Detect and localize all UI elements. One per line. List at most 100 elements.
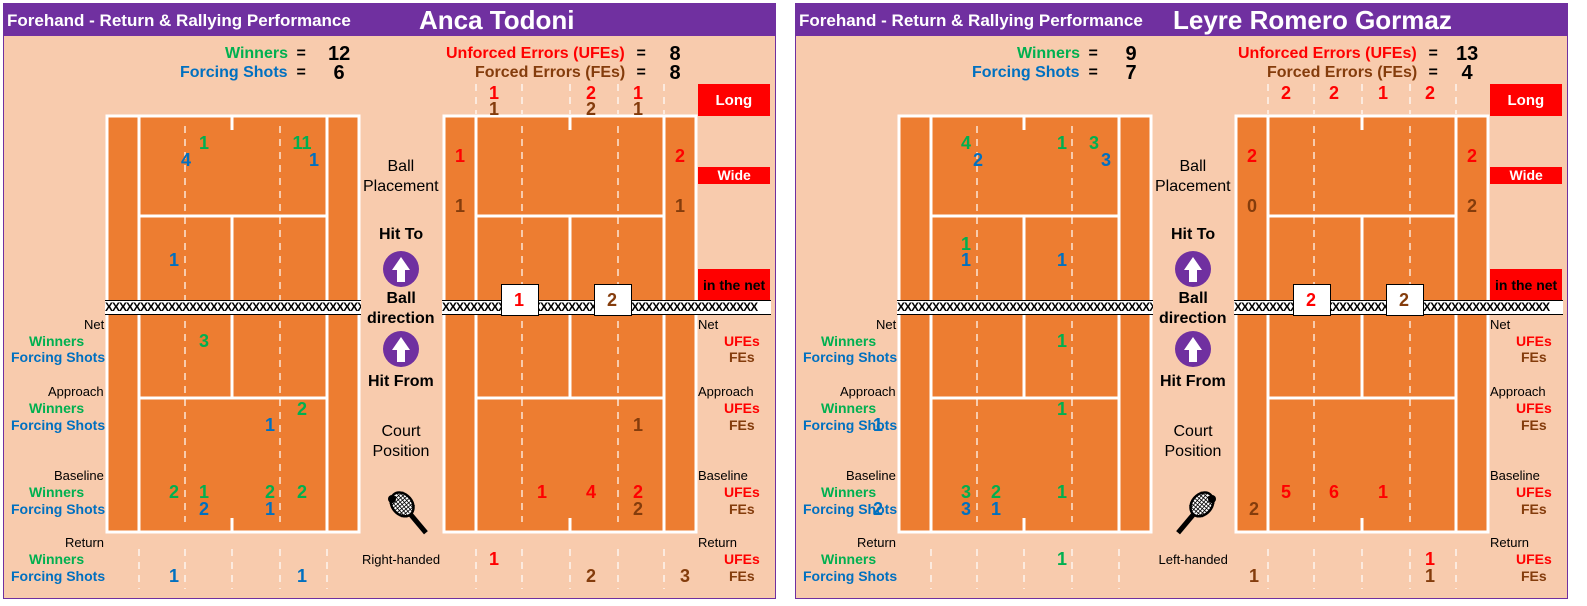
arrow-up-icon: [383, 251, 419, 287]
wide-label: Wide: [1509, 167, 1543, 183]
data-label: 3: [1101, 150, 1112, 170]
legend-position: Position: [372, 443, 430, 460]
data-label: 2: [297, 482, 308, 502]
data-label: 3: [199, 331, 210, 351]
data-label: 4: [181, 150, 192, 170]
row-label: Net: [698, 316, 719, 332]
data-label: 4: [961, 133, 972, 153]
data-label: 1: [633, 83, 644, 103]
legend-hit-to: Hit To: [379, 226, 424, 243]
net-error-box: [594, 284, 632, 316]
forcing-shots-row-label: Forcing Shots: [11, 568, 106, 584]
winners-row-label: Winners: [821, 400, 877, 416]
legend-ball-direction: Ball: [1178, 290, 1208, 307]
data-label: 2: [633, 482, 644, 502]
handedness-label: Right-handed: [362, 551, 441, 567]
data-label: 1: [199, 482, 210, 502]
data-label: 1: [675, 196, 686, 216]
ufes-total: 8: [669, 43, 681, 65]
ufes-row-label: UFEs: [1516, 333, 1552, 349]
legend-ball: Ball: [387, 158, 415, 175]
data-label: 1: [633, 415, 644, 435]
row-label: Approach: [698, 383, 754, 399]
fes-row-label: FEs: [1521, 349, 1547, 365]
winners-total: 12: [328, 43, 351, 65]
data-label: 2: [675, 146, 686, 166]
data-label: 3: [680, 566, 691, 586]
winners-label: Winners: [1017, 45, 1080, 62]
winners-row-label: Winners: [29, 551, 85, 567]
data-label: 1: [1378, 482, 1389, 502]
data-label: 1: [961, 250, 972, 270]
legend-hit-from: Hit From: [368, 373, 434, 390]
row-label: Baseline: [1490, 467, 1540, 483]
forcing-shots-row-label: Forcing Shots: [803, 568, 898, 584]
fes-row-label: FEs: [729, 349, 755, 365]
data-label: 1: [1249, 566, 1260, 586]
long-zone: [698, 84, 770, 116]
data-label: 6: [1329, 482, 1340, 502]
data-label: 11: [292, 133, 312, 153]
legend-placement: Placement: [1155, 178, 1231, 195]
data-label: 1: [633, 99, 644, 119]
data-label: 1: [1057, 250, 1068, 270]
player-name: Leyre Romero Gormaz: [1173, 5, 1452, 35]
data-label: 1: [455, 196, 466, 216]
equals-sign: =: [636, 64, 646, 81]
data-label: 2: [873, 499, 884, 519]
data-label: 1: [169, 566, 180, 586]
data-label: 1: [1425, 566, 1436, 586]
equals-sign: =: [636, 45, 646, 62]
data-label: 2: [973, 150, 984, 170]
data-label: 1: [1057, 549, 1068, 569]
equals-sign: =: [1428, 64, 1438, 81]
winners-row-label: Winners: [821, 551, 877, 567]
forcing-shots-row-label: Forcing Shots: [11, 349, 106, 365]
row-label: Net: [84, 316, 105, 332]
in-the-net-label: in the net: [703, 277, 766, 293]
winners-row-label: Winners: [821, 333, 877, 349]
data-label: 4: [586, 482, 597, 502]
ufes-total: 13: [1456, 43, 1479, 65]
forcing-shots-label: Forcing Shots: [972, 64, 1080, 81]
legend-direction: direction: [367, 310, 435, 327]
data-label: 1: [169, 250, 180, 270]
fes-row-label: FEs: [1521, 501, 1547, 517]
row-label: Baseline: [54, 467, 104, 483]
data-label: 3: [961, 482, 972, 502]
data-label: 1: [489, 83, 500, 103]
data-label: 2: [586, 99, 597, 119]
forcing-shots-row-label: Forcing Shots: [803, 501, 898, 517]
title-bar: Forehand - Return & Rallying Performance…: [4, 4, 775, 36]
data-label: 3: [961, 499, 972, 519]
data-label: 1: [873, 415, 884, 435]
legend-hit-to: Hit To: [1171, 226, 1216, 243]
data-label: 2: [1249, 499, 1260, 519]
legend-court: Court: [381, 423, 421, 440]
row-label: Approach: [48, 383, 104, 399]
data-label: 2: [1281, 83, 1292, 103]
net: XXXXXXXXXXXXXXXXXXXXXXXXXXXXXXXXXXXXXXXX…: [105, 300, 361, 315]
data-label: 5: [1281, 482, 1292, 502]
row-label: Baseline: [846, 467, 896, 483]
legend-ball: Ball: [1179, 158, 1207, 175]
legend-ball-direction: Ball: [386, 290, 416, 307]
data-label: 2: [265, 482, 276, 502]
row-label: Return: [1490, 534, 1530, 550]
ufes-label: Unforced Errors (UFEs): [1238, 45, 1417, 62]
title-bar: Forehand - Return & Rallying Performance…: [796, 4, 1567, 36]
legend-placement: Placement: [363, 178, 439, 195]
data-label: 2: [1247, 146, 1258, 166]
data-label: 2: [991, 482, 1002, 502]
fes-total: 8: [669, 62, 681, 84]
legend-hit-from: Hit From: [1160, 373, 1226, 390]
data-label: 0: [1247, 196, 1258, 216]
player-name: Anca Todoni: [419, 5, 575, 35]
data-label: 1: [297, 566, 308, 586]
ufes-row-label: UFEs: [724, 551, 760, 567]
data-label: 1: [1378, 83, 1389, 103]
data-label: 1: [455, 146, 466, 166]
legend-direction: direction: [1159, 310, 1227, 327]
data-label: 1: [514, 290, 525, 310]
forcing-shots-label: Forcing Shots: [180, 64, 288, 81]
